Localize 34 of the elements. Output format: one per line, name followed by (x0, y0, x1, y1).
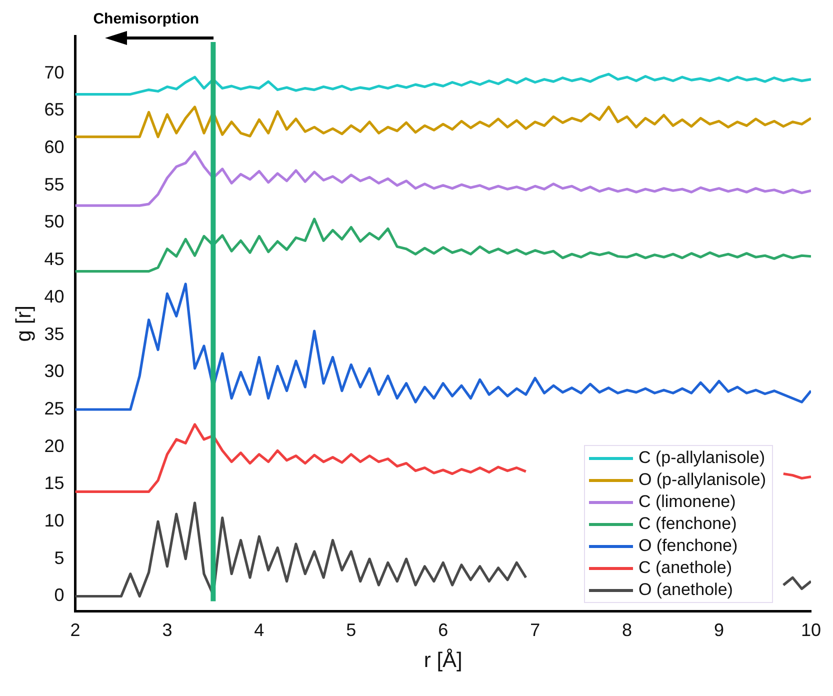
y-tick-label: 30 (44, 361, 64, 382)
y-tick-label: 5 (54, 548, 64, 568)
y-tick-label: 0 (54, 585, 64, 606)
x-tick-label: 7 (530, 620, 540, 640)
legend-label: C (p-allylanisole) (638, 447, 766, 470)
legend-label: O (anethole) (638, 579, 733, 602)
x-tick-label: 2 (70, 620, 80, 640)
y-tick-label: 25 (44, 398, 64, 418)
x-tick-label: 4 (254, 620, 264, 640)
x-tick-label: 8 (622, 620, 632, 640)
y-tick-label: 35 (44, 324, 64, 344)
legend-label: O (p-allylanisole) (638, 469, 766, 492)
x-tick-label: 3 (162, 620, 172, 640)
y-tick-label: 70 (44, 62, 64, 82)
legend-label: C (limonene) (638, 491, 736, 514)
y-tick-label: 10 (44, 510, 64, 531)
legend-label: O (fenchone) (638, 535, 738, 558)
legend-label: C (fenchone) (638, 513, 737, 536)
y-tick-label: 40 (44, 286, 64, 306)
y-tick-label: 65 (44, 100, 64, 120)
x-tick-label: 6 (438, 620, 448, 640)
y-tick-label: 15 (44, 473, 64, 494)
x-tick-label: 10 (800, 620, 822, 640)
y-tick-label: 55 (44, 174, 64, 194)
x-tick-label: 5 (346, 620, 356, 640)
y-tick-label: 50 (44, 212, 64, 232)
text: Chemisorption (93, 10, 200, 28)
y-tick-label: 45 (44, 249, 64, 270)
x-axis-title: r [Å] (424, 648, 462, 672)
y-tick-label: 20 (44, 436, 64, 456)
y-tick-label: 60 (44, 137, 64, 158)
y-axis-title: g [r] (12, 306, 36, 342)
legend-label: C (anethole) (638, 557, 732, 580)
x-tick-label: 9 (714, 620, 724, 640)
